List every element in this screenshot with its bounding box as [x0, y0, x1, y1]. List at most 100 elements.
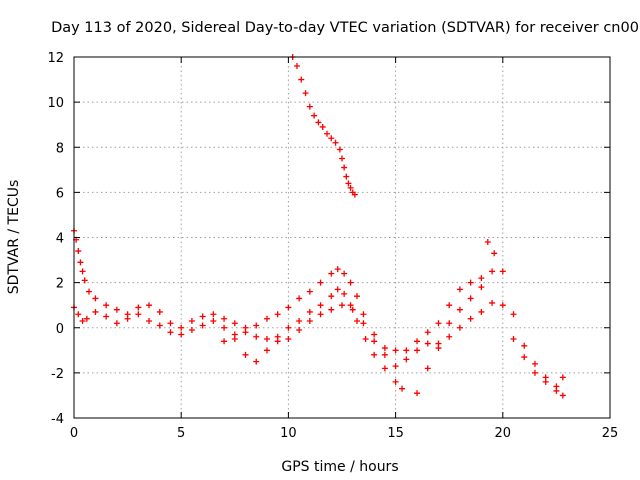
track-c-point	[414, 347, 421, 354]
upper-track-point	[315, 119, 322, 126]
track-c-point	[467, 315, 474, 322]
track-a-point	[274, 311, 281, 318]
track-c-point	[456, 324, 463, 331]
track-a-point	[103, 302, 110, 309]
track-c-point	[478, 308, 485, 315]
track-b-point	[285, 324, 292, 331]
track-a-point	[253, 322, 260, 329]
track-c-point	[263, 336, 270, 343]
track-b-point	[334, 286, 341, 293]
track-b-point	[263, 347, 270, 354]
track-b-point	[521, 342, 528, 349]
track-b-point	[510, 311, 517, 318]
track-b-point	[135, 311, 142, 318]
track-a-point	[178, 324, 185, 331]
track-a-point	[210, 311, 217, 318]
y-tick-label: 12	[47, 51, 64, 66]
track-a-point	[285, 304, 292, 311]
y-axis-label: SDTVAR / TECUs	[6, 180, 22, 295]
track-a-point	[167, 320, 174, 327]
track-a-point	[79, 268, 86, 275]
track-a-point	[188, 317, 195, 324]
track-b-point	[499, 268, 506, 275]
track-b-point	[392, 378, 399, 385]
track-c-point	[306, 317, 313, 324]
track-b-point	[146, 317, 153, 324]
upper-track-point	[323, 130, 330, 137]
track-b-point	[167, 329, 174, 336]
track-a-point	[317, 279, 324, 286]
chart-title: Day 113 of 2020, Sidereal Day-to-day VTE…	[51, 20, 639, 36]
track-c-point	[360, 320, 367, 327]
track-a-point	[531, 369, 538, 376]
track-b-point	[253, 358, 260, 365]
y-tick-label: 6	[56, 186, 64, 201]
track-b-point	[317, 302, 324, 309]
track-c-point	[274, 338, 281, 345]
track-a-point	[478, 275, 485, 282]
track-b-point	[491, 250, 498, 257]
x-tick-label: 5	[177, 426, 185, 441]
upper-track-point	[351, 191, 358, 198]
track-c-point	[339, 302, 345, 309]
track-a-point	[521, 354, 528, 361]
track-b-point	[381, 365, 388, 372]
track-b-point	[456, 306, 463, 313]
track-b-point	[446, 320, 453, 327]
track-c-point	[242, 329, 249, 336]
track-a-point	[435, 320, 442, 327]
track-c-point	[253, 333, 260, 340]
track-c-point	[285, 336, 292, 343]
track-c-point	[349, 306, 356, 313]
track-a-point	[489, 268, 496, 275]
track-b-point	[553, 387, 560, 394]
track-b-point	[75, 311, 82, 318]
track-b-point	[347, 302, 354, 309]
data-points	[71, 54, 566, 399]
track-a-point	[371, 331, 378, 338]
track-b-point	[221, 324, 228, 331]
y-tick-label: 2	[56, 277, 64, 292]
track-c-point	[446, 333, 453, 340]
track-b-point	[414, 390, 421, 397]
track-a-point	[92, 295, 99, 302]
upper-track-point	[302, 90, 309, 97]
upper-track-point	[328, 135, 335, 142]
track-a-point	[263, 315, 270, 322]
track-a-point	[424, 329, 431, 336]
track-c-point	[317, 311, 324, 318]
track-c-point	[296, 327, 303, 334]
track-a-point	[306, 288, 313, 295]
track-b-point	[399, 385, 406, 392]
upper-track-point	[293, 63, 300, 70]
upper-track-point	[341, 164, 348, 171]
track-a-point	[347, 279, 354, 286]
track-b-point	[83, 315, 90, 322]
track-a-point	[135, 304, 142, 311]
track-c-point	[403, 356, 410, 363]
track-b-point	[296, 317, 303, 324]
track-a-point	[341, 270, 348, 277]
track-c-point	[424, 340, 431, 347]
track-a-point	[446, 302, 453, 309]
x-axis-label: GPS time / hours	[281, 459, 398, 475]
x-tick-label: 0	[70, 426, 78, 441]
upper-track-point	[347, 184, 354, 191]
track-a-point	[456, 286, 463, 293]
track-c-point	[392, 363, 399, 370]
track-a-point	[221, 315, 228, 322]
upper-track-point	[298, 76, 305, 83]
track-a-point	[113, 306, 120, 313]
track-a-point	[86, 288, 93, 295]
track-b-point	[113, 320, 120, 327]
x-tick-label: 20	[495, 426, 512, 441]
track-a-point	[296, 295, 303, 302]
track-a-point	[510, 336, 517, 343]
y-tick-label: -2	[51, 367, 64, 382]
track-a-point	[156, 308, 163, 315]
upper-track-point	[345, 180, 352, 187]
upper-track-point	[336, 146, 343, 153]
track-c-point	[489, 299, 496, 306]
upper-track-point	[332, 139, 339, 146]
